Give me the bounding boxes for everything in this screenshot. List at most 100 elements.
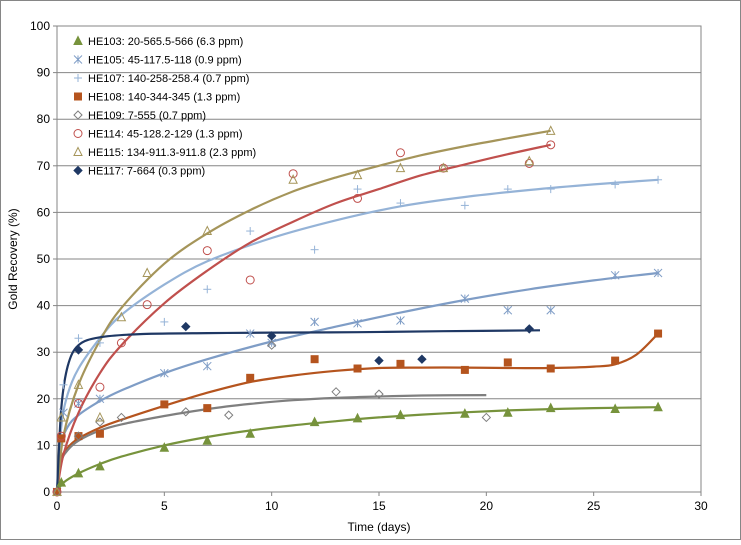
series-1-trend-line bbox=[56, 406, 659, 493]
series-8-point bbox=[73, 345, 84, 355]
x-tick-label: 25 bbox=[587, 499, 601, 513]
series-5-trend-line bbox=[55, 394, 487, 493]
series-5-point bbox=[224, 410, 234, 420]
series-3-trend-line bbox=[55, 178, 659, 493]
series-1-point bbox=[460, 408, 470, 418]
series-1-point bbox=[545, 402, 556, 413]
series-2-point bbox=[460, 294, 470, 303]
series-1-point bbox=[395, 409, 406, 420]
x-tick-label: 15 bbox=[372, 499, 386, 513]
series-3-point bbox=[95, 338, 104, 347]
series-6-point bbox=[56, 431, 66, 441]
series-6-point bbox=[524, 158, 534, 168]
y-tick-label: 60 bbox=[37, 205, 51, 219]
series-2-point bbox=[245, 329, 255, 338]
series-4-point bbox=[611, 356, 620, 365]
series-6-point bbox=[546, 140, 556, 150]
series-2-point bbox=[202, 361, 212, 371]
series-2-point bbox=[610, 270, 620, 280]
series-3-point bbox=[353, 185, 362, 194]
series-1-point bbox=[56, 477, 67, 487]
series-6-point bbox=[245, 275, 255, 285]
series-2-legend-point bbox=[73, 55, 83, 64]
series-3-point bbox=[654, 175, 663, 184]
series-3-point bbox=[74, 334, 83, 343]
series-4-point bbox=[396, 359, 405, 368]
series-4-point bbox=[546, 364, 555, 373]
series-7-point bbox=[95, 411, 105, 422]
series-3-point bbox=[160, 317, 169, 326]
legend: HE103: 20-565.5-566 (6.3 ppm) HE105: 45-1… bbox=[73, 35, 256, 178]
series-2-point bbox=[310, 317, 319, 327]
series-3-legend-point bbox=[74, 74, 82, 82]
series-4-point bbox=[74, 432, 83, 441]
series-2-point bbox=[59, 408, 68, 418]
series-6-point bbox=[116, 338, 126, 348]
series-8-legend-point bbox=[73, 165, 83, 176]
series-5-point bbox=[481, 412, 492, 423]
series-1-legend-point bbox=[73, 35, 83, 45]
series-7-point bbox=[56, 411, 67, 422]
y-tick-label: 40 bbox=[37, 299, 51, 313]
x-tick-label: 5 bbox=[161, 499, 168, 513]
series-7-point bbox=[395, 162, 406, 173]
y-tick-label: 80 bbox=[37, 112, 51, 126]
series-4-point bbox=[310, 355, 319, 364]
series-3-point bbox=[503, 185, 512, 194]
series-4-point bbox=[160, 400, 169, 409]
series-7-point bbox=[352, 169, 363, 180]
series-4-point bbox=[460, 365, 469, 374]
series-7-point bbox=[545, 125, 556, 135]
series-8-legend-label: HE117: 7-664 (0.3 ppm) bbox=[88, 166, 205, 178]
series-8-point bbox=[417, 354, 427, 364]
series-1-point bbox=[202, 435, 213, 445]
series-5-point bbox=[331, 387, 341, 397]
series-7-point bbox=[438, 162, 449, 173]
y-tick-label: 10 bbox=[37, 438, 51, 452]
series-2-point bbox=[546, 305, 556, 315]
series-8-point bbox=[374, 355, 384, 366]
series-3-point bbox=[310, 245, 319, 254]
series-5-point bbox=[73, 431, 84, 441]
series-2-point bbox=[159, 368, 169, 378]
series-6-point bbox=[73, 398, 83, 408]
series-7-point bbox=[288, 174, 298, 184]
series-3-legend-label: HE107: 140-258-258.4 (0.7 ppm) bbox=[88, 73, 249, 85]
y-tick-label: 50 bbox=[37, 252, 51, 266]
series-1-point bbox=[309, 416, 320, 427]
series-7-point bbox=[524, 155, 535, 166]
series-4-legend-label: HE108: 140-344-345 (1.3 ppm) bbox=[88, 92, 240, 104]
series-2-point bbox=[653, 268, 663, 278]
series-6-trend-line bbox=[55, 143, 551, 493]
series-5-point bbox=[374, 389, 384, 399]
series-1-point bbox=[95, 460, 105, 471]
series-2-point bbox=[95, 394, 105, 404]
series-5-legend-point bbox=[73, 110, 83, 120]
series-2-point bbox=[353, 318, 362, 328]
y-tick-label: 30 bbox=[37, 345, 51, 359]
y-tick-label: 20 bbox=[37, 392, 51, 406]
series-1-point bbox=[73, 467, 84, 478]
series-4-point bbox=[203, 404, 212, 413]
x-tick-label: 20 bbox=[480, 499, 494, 513]
x-tick-label: 0 bbox=[54, 499, 61, 513]
axes: 0 10 20 30 40 50 60 70 80 90 100 0 5 10 15 20 25 30 bbox=[30, 19, 708, 513]
series-5-point bbox=[181, 407, 191, 417]
series-4-point bbox=[246, 373, 255, 382]
x-tick-label: 10 bbox=[265, 499, 279, 513]
series-6-point bbox=[202, 246, 212, 256]
series-6-point bbox=[142, 300, 152, 310]
series-4-point bbox=[654, 329, 663, 338]
series-6-point bbox=[288, 169, 298, 179]
y-tick-label: 0 bbox=[43, 485, 50, 499]
series-1-point bbox=[159, 442, 170, 452]
y-tick-label: 100 bbox=[30, 19, 50, 33]
series-8-trend-line bbox=[55, 329, 541, 493]
series-5-legend-label: HE109: 7-555 (0.7 ppm) bbox=[88, 110, 206, 122]
series-1-point bbox=[352, 412, 363, 423]
series-8-point bbox=[524, 324, 534, 334]
series-5-point bbox=[266, 340, 277, 350]
series-2-trend-line bbox=[55, 271, 659, 493]
series-4-point bbox=[95, 429, 104, 438]
